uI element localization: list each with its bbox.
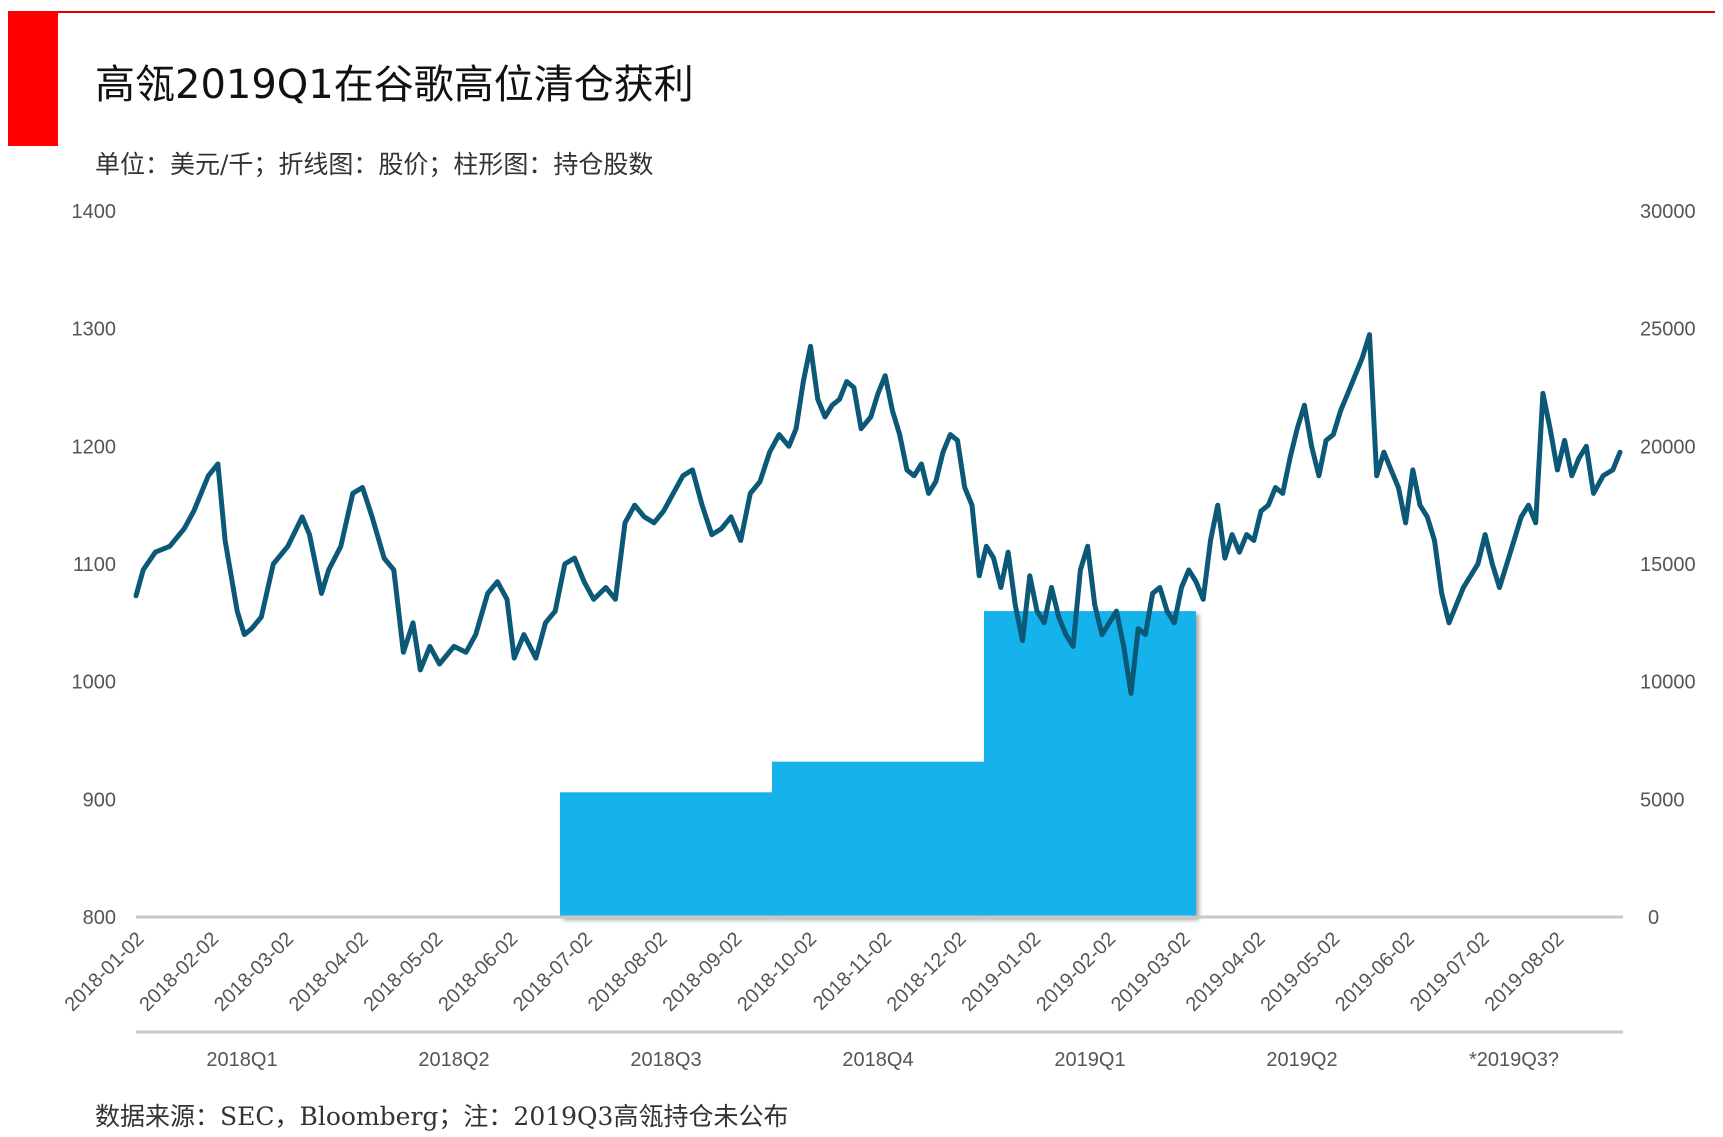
holding-bar-2019q1	[984, 611, 1196, 917]
x-date-tick-label: 2019-08-02	[1481, 928, 1569, 1016]
x-date-tick-label: 2018-03-02	[210, 928, 298, 1016]
quarter-label: 2019Q1	[1054, 1049, 1125, 1071]
x-date-tick-label: 2019-02-02	[1032, 928, 1120, 1016]
quarter-label: 2018Q1	[206, 1049, 277, 1071]
left-y-tick-label: 1300	[72, 319, 117, 341]
right-y-tick-label: 20000	[1640, 436, 1696, 458]
x-date-tick-label: 2018-05-02	[360, 928, 448, 1016]
source-note: 数据来源：SEC，Bloomberg；注：2019Q3高瓴持仓未公布	[95, 1102, 789, 1131]
x-date-tick-label: 2019-01-02	[957, 928, 1045, 1016]
right-y-tick-label: 5000	[1640, 789, 1685, 811]
x-date-tick-label: 2018-12-02	[883, 928, 971, 1016]
quarter-label: 2019Q2	[1266, 1049, 1337, 1071]
x-date-tick-label: 2018-06-02	[434, 928, 522, 1016]
left-y-tick-label: 1200	[72, 436, 117, 458]
x-date-tick-label: 2019-06-02	[1331, 928, 1419, 1016]
quarter-label: 2018Q4	[842, 1049, 913, 1071]
x-date-tick-label: 2019-04-02	[1182, 928, 1270, 1016]
left-y-tick-label: 800	[83, 907, 116, 929]
holding-bar-2018q4	[772, 761, 984, 917]
x-axis-quarter-labels: 2018Q1 2018Q2 2018Q3 2018Q4 2019Q1 2019Q2 *201…	[206, 1049, 1559, 1071]
left-y-axis-ticks: 1400 1300 1200 1100 1000 900 800	[72, 201, 117, 929]
quarter-label: 2018Q2	[418, 1049, 489, 1071]
top-rule	[8, 11, 1715, 13]
x-date-tick-label: 2018-01-02	[61, 928, 149, 1016]
left-y-tick-label: 900	[83, 789, 116, 811]
x-date-tick-label: 2018-08-02	[584, 928, 672, 1016]
x-date-tick-label: 2018-04-02	[285, 928, 373, 1016]
right-y-tick-label: 30000	[1640, 201, 1696, 223]
x-date-tick-label: 2018-09-02	[659, 928, 747, 1016]
quarter-label: *2019Q3?	[1469, 1049, 1559, 1071]
right-y-axis-ticks: 30000 25000 20000 15000 10000 5000 0	[1640, 201, 1696, 929]
right-y-tick-label: 10000	[1640, 672, 1696, 694]
x-date-tick-label: 2018-10-02	[733, 928, 821, 1016]
x-axis-date-ticks: 2018-01-022018-02-022018-03-022018-04-02…	[61, 928, 1569, 1016]
x-date-tick-label: 2019-05-02	[1256, 928, 1344, 1016]
right-y-tick-label: 0	[1648, 907, 1659, 929]
left-y-tick-label: 1400	[72, 201, 117, 223]
holding-bar-2018q3	[560, 792, 772, 917]
title-accent-block	[8, 11, 58, 146]
quarter-label: 2018Q3	[630, 1049, 701, 1071]
right-y-tick-label: 15000	[1640, 554, 1696, 576]
x-date-tick-label: 2018-07-02	[509, 928, 597, 1016]
left-y-tick-label: 1000	[72, 672, 117, 694]
chart-title: 高瓴2019Q1在谷歌高位清仓获利	[95, 62, 694, 108]
price-series-line	[133, 332, 1623, 696]
x-date-tick-label: 2019-03-02	[1107, 928, 1195, 1016]
holdings-bars	[560, 611, 1196, 917]
left-y-tick-label: 1100	[73, 554, 116, 576]
right-y-tick-label: 25000	[1640, 319, 1696, 341]
x-date-tick-label: 2018-02-02	[135, 928, 223, 1016]
chart-subtitle: 单位：美元/千；折线图：股价；柱形图：持仓股数	[95, 150, 654, 179]
x-date-tick-label: 2019-07-02	[1406, 928, 1494, 1016]
